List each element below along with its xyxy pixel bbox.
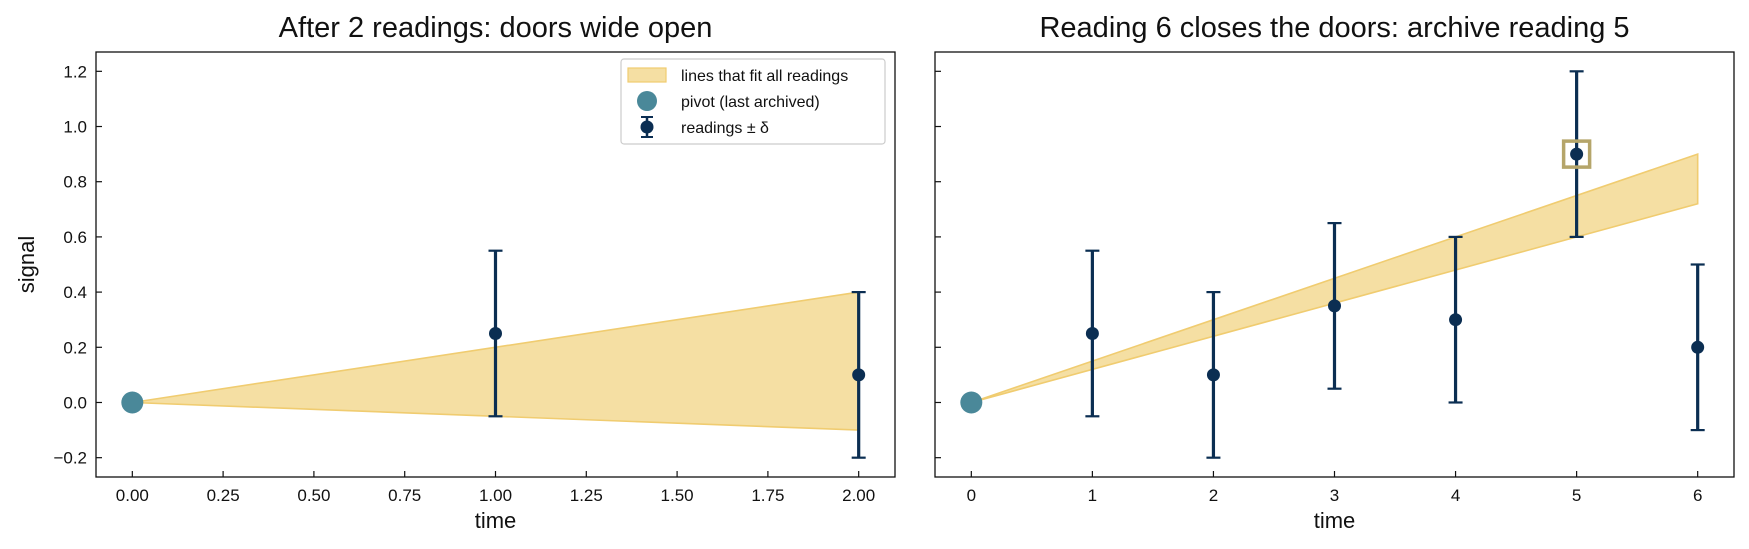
legend-label: pivot (last archived) [681, 94, 820, 111]
y-tick-label: 0.2 [63, 338, 87, 357]
legend-reading-marker [640, 120, 654, 134]
x-tick-label: 1.50 [661, 486, 694, 505]
y-tick-label: 1.0 [63, 118, 87, 137]
legend-pivot-marker [637, 91, 657, 111]
reading-point [1691, 340, 1705, 354]
left-panel: 0.00 0.25 0.50 0.75 1.00 1.25 1.50 1.75 2.00 −0.2… [14, 12, 896, 533]
x-tick-label: 4 [1451, 486, 1460, 505]
y-tick-label: −0.2 [53, 449, 87, 468]
right-panel: 0 1 2 3 4 5 6 Reading 6 closes the doors: archi… [934, 12, 1735, 533]
legend-frame [620, 58, 886, 145]
y-tick-label: 0.0 [63, 393, 87, 412]
legend: lines that fit all readings pivot (last a… [620, 58, 886, 145]
x-tick-label: 0.50 [297, 486, 330, 505]
reading-point [489, 326, 502, 340]
x-tick-label: 5 [1572, 486, 1581, 505]
reading-point [1449, 313, 1463, 327]
x-tick-label: 1.25 [570, 486, 603, 505]
x-tick-label: 0 [967, 486, 976, 505]
x-tick-label: 2 [1209, 486, 1218, 505]
reading-point [1328, 299, 1341, 313]
chart-title: After 2 readings: doors wide open [279, 12, 713, 44]
x-tick-label: 1.75 [751, 486, 784, 505]
y-tick-label: 1.2 [63, 62, 87, 81]
legend-label: readings ± δ [681, 120, 769, 137]
x-tick-label: 0.25 [207, 486, 240, 505]
x-tick-label: 1 [1088, 486, 1097, 505]
legend-label: lines that fit all readings [681, 68, 848, 85]
y-axis-label: signal [14, 236, 39, 293]
x-tick-label: 1.00 [479, 486, 512, 505]
y-tick-label: 0.4 [63, 283, 87, 302]
y-tick-label: 0.8 [63, 173, 87, 192]
y-tick-label: 0.6 [63, 228, 87, 247]
x-tick-label: 3 [1330, 486, 1339, 505]
legend-band-swatch [627, 67, 667, 83]
reading-point [1206, 368, 1220, 382]
reading-point [1085, 326, 1099, 340]
reading-point [1570, 147, 1584, 161]
reading-point [852, 368, 866, 382]
x-tick-label: 0.00 [116, 486, 149, 505]
x-tick-label: 6 [1693, 486, 1702, 505]
x-tick-label: 0.75 [388, 486, 421, 505]
chart-title: Reading 6 closes the doors: archive read… [1039, 12, 1629, 44]
x-tick-label: 2.00 [842, 486, 875, 505]
archived-reading-marker [1561, 139, 1592, 169]
x-axis-label: time [1314, 508, 1356, 533]
pivot-point [960, 391, 983, 414]
pivot-point [121, 391, 144, 414]
x-axis-label: time [475, 508, 517, 533]
